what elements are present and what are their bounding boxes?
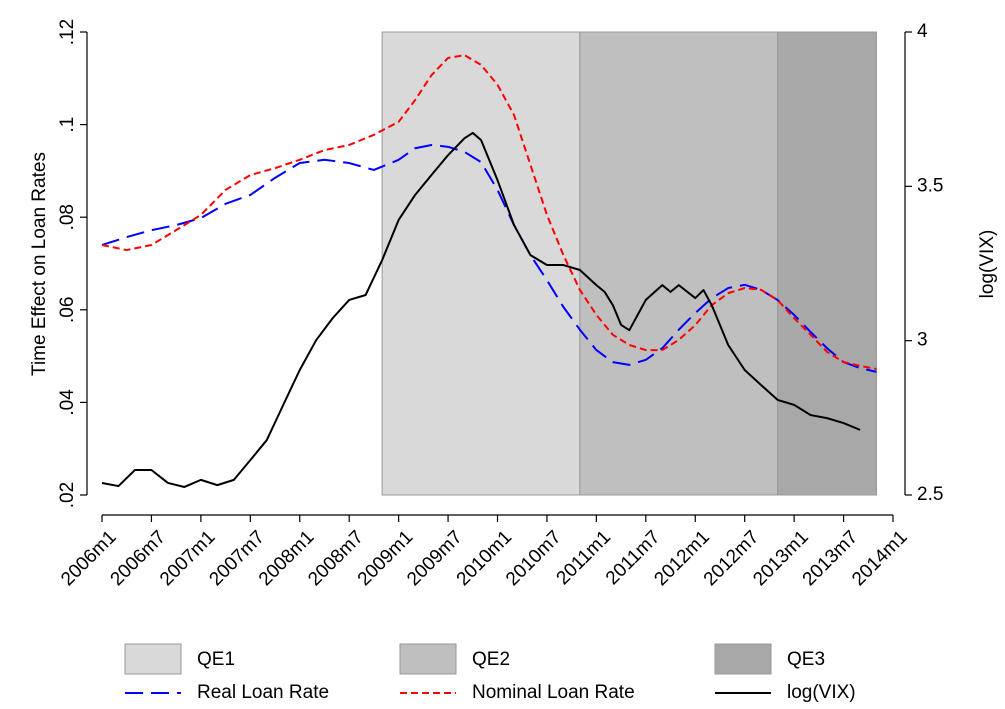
y2-tick-label: 4 — [917, 21, 928, 42]
x-tick-label: 2014m1 — [848, 527, 911, 590]
y-tick-label: .12 — [57, 19, 78, 45]
legend-label: log(VIX) — [787, 682, 856, 703]
qe-band — [579, 31, 779, 496]
y2-tick-label: 3.5 — [917, 175, 943, 196]
qe-band — [777, 31, 878, 496]
legend-label: Nominal Loan Rate — [472, 682, 635, 703]
series-line — [101, 131, 861, 488]
x-tick-label: 2011m1 — [553, 527, 615, 589]
legend-swatch — [714, 643, 772, 675]
y-tick-label: .1 — [57, 117, 78, 133]
legend-label: QE1 — [197, 649, 235, 670]
y-tick-label: .02 — [57, 482, 78, 508]
legend-label: QE2 — [472, 649, 510, 670]
legend-label: QE3 — [787, 649, 825, 670]
legend-swatch — [124, 643, 182, 675]
y2-tick-label: 2.5 — [917, 484, 943, 505]
y-axis-title: Time Effect on Loan Rates — [29, 152, 50, 376]
legend-swatch — [399, 643, 457, 675]
y-tick-label: .06 — [57, 297, 78, 323]
y2-tick-label: 3 — [917, 330, 928, 351]
series-line — [101, 143, 877, 373]
x-tick-label: 2010m7 — [502, 527, 565, 590]
series-line — [101, 54, 877, 371]
y-tick-label: .08 — [57, 204, 78, 230]
y-tick-label: .04 — [57, 389, 78, 416]
y2-axis-title: log(VIX) — [977, 230, 998, 299]
legend-label: Real Loan Rate — [197, 682, 329, 703]
qe-band — [381, 31, 581, 496]
